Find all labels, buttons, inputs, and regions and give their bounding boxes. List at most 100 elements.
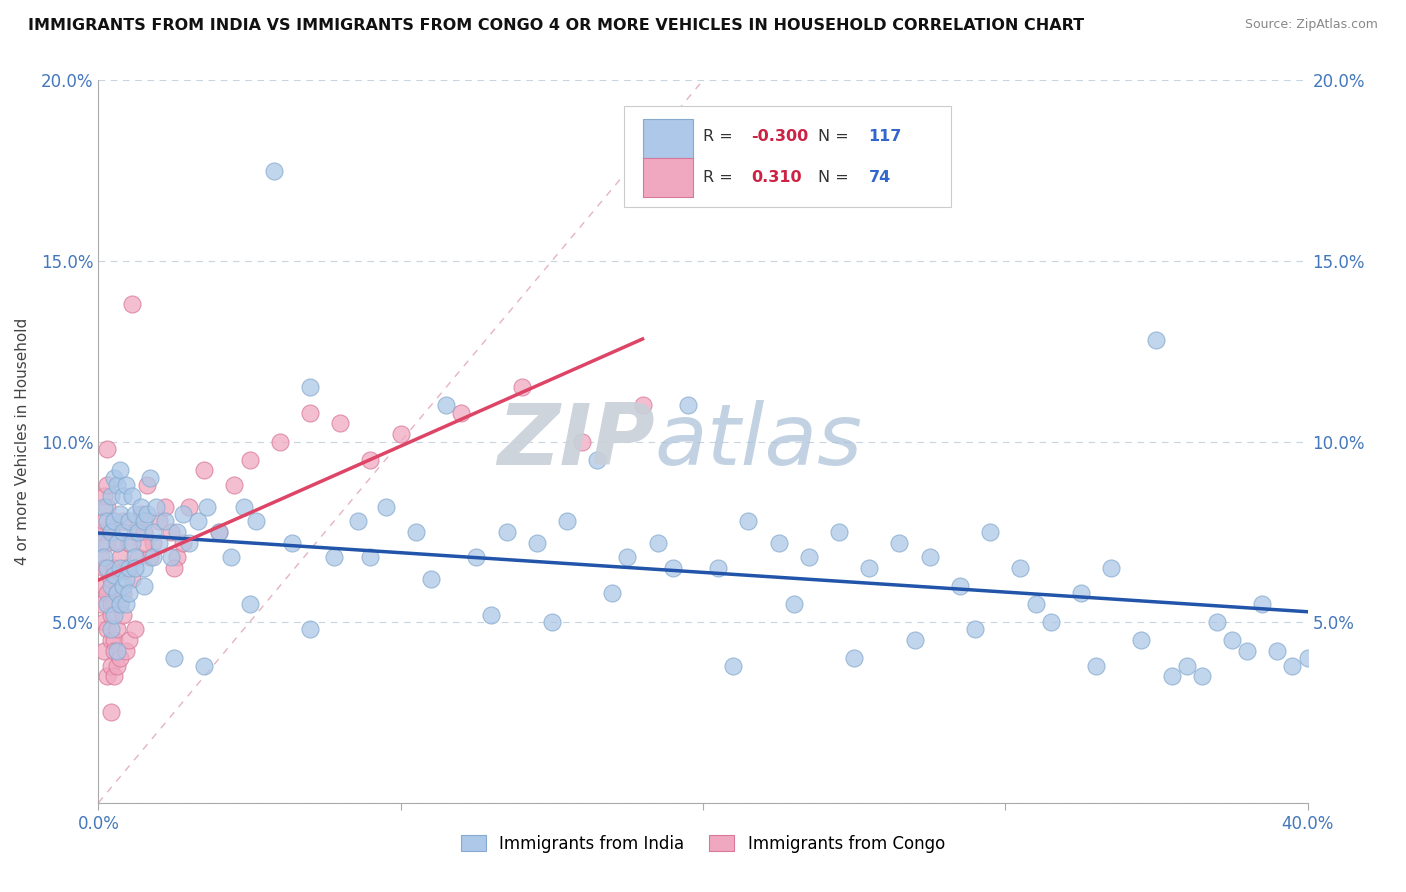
Point	[495, 524, 517, 539]
Point	[172, 535, 194, 549]
Point	[1267, 644, 1289, 658]
Point	[135, 478, 157, 492]
Point	[103, 633, 125, 648]
Point	[103, 514, 125, 528]
Point	[121, 535, 143, 549]
Point	[148, 514, 170, 528]
Point	[434, 398, 457, 412]
Point	[965, 623, 987, 637]
Point	[111, 489, 134, 503]
Point	[93, 579, 115, 593]
Point	[737, 514, 759, 528]
Point	[193, 658, 215, 673]
Point	[1024, 597, 1046, 611]
FancyBboxPatch shape	[643, 158, 693, 197]
Point	[1085, 658, 1108, 673]
Point	[153, 500, 176, 514]
Point	[108, 597, 131, 611]
Point	[360, 550, 382, 565]
Text: 117: 117	[869, 129, 903, 145]
Point	[1251, 597, 1274, 611]
Point	[195, 500, 218, 514]
Text: IMMIGRANTS FROM INDIA VS IMMIGRANTS FROM CONGO 4 OR MORE VEHICLES IN HOUSEHOLD C: IMMIGRANTS FROM INDIA VS IMMIGRANTS FROM…	[28, 18, 1084, 33]
Point	[540, 615, 562, 630]
Point	[103, 471, 125, 485]
Point	[93, 489, 115, 503]
Point	[360, 452, 382, 467]
Point	[245, 514, 267, 528]
Point	[118, 633, 141, 648]
Point	[100, 658, 122, 673]
Point	[616, 550, 638, 565]
Point	[124, 524, 146, 539]
Point	[949, 579, 972, 593]
Point	[100, 489, 122, 503]
Point	[555, 514, 578, 528]
Point	[108, 463, 131, 477]
Point	[148, 535, 170, 549]
Point	[93, 514, 115, 528]
Point	[1191, 669, 1213, 683]
Point	[142, 524, 165, 539]
Legend: Immigrants from India, Immigrants from Congo: Immigrants from India, Immigrants from C…	[454, 828, 952, 860]
Point	[96, 561, 118, 575]
Point	[100, 607, 122, 622]
Point	[1206, 615, 1229, 630]
Point	[100, 623, 122, 637]
Point	[96, 623, 118, 637]
Point	[602, 586, 624, 600]
Point	[281, 535, 304, 549]
Point	[100, 524, 122, 539]
Point	[105, 658, 128, 673]
Point	[124, 550, 146, 565]
Point	[118, 514, 141, 528]
Point	[93, 615, 115, 630]
Point	[111, 607, 134, 622]
Point	[100, 633, 122, 648]
Point	[172, 507, 194, 521]
Point	[481, 607, 503, 622]
Point	[96, 514, 118, 528]
Point	[90, 524, 112, 539]
Point	[100, 597, 122, 611]
Point	[389, 427, 412, 442]
Point	[105, 535, 128, 549]
Point	[232, 500, 254, 514]
Point	[647, 535, 669, 549]
Point	[239, 597, 262, 611]
Point	[96, 561, 118, 575]
Point	[179, 500, 201, 514]
Point	[105, 586, 128, 600]
Point	[108, 507, 131, 521]
Text: 74: 74	[869, 170, 891, 186]
Point	[96, 669, 118, 683]
Point	[121, 297, 143, 311]
Point	[1039, 615, 1062, 630]
Point	[1010, 561, 1032, 575]
Point	[723, 658, 745, 673]
Point	[90, 550, 112, 565]
Point	[96, 442, 118, 456]
Point	[124, 561, 146, 575]
Point	[768, 535, 790, 549]
Point	[139, 550, 162, 565]
Point	[93, 550, 115, 565]
Point	[139, 471, 162, 485]
Text: ZIP: ZIP	[496, 400, 655, 483]
Point	[160, 524, 183, 539]
Point	[103, 561, 125, 575]
Point	[1144, 334, 1167, 348]
Point	[1220, 633, 1243, 648]
Point	[129, 500, 152, 514]
Point	[118, 561, 141, 575]
Point	[420, 572, 443, 586]
Point	[111, 514, 134, 528]
Point	[329, 417, 352, 431]
Point	[299, 623, 322, 637]
Point	[1130, 633, 1153, 648]
Point	[374, 500, 396, 514]
Point	[124, 623, 146, 637]
Point	[114, 644, 136, 658]
Point	[142, 535, 165, 549]
Point	[193, 463, 215, 477]
